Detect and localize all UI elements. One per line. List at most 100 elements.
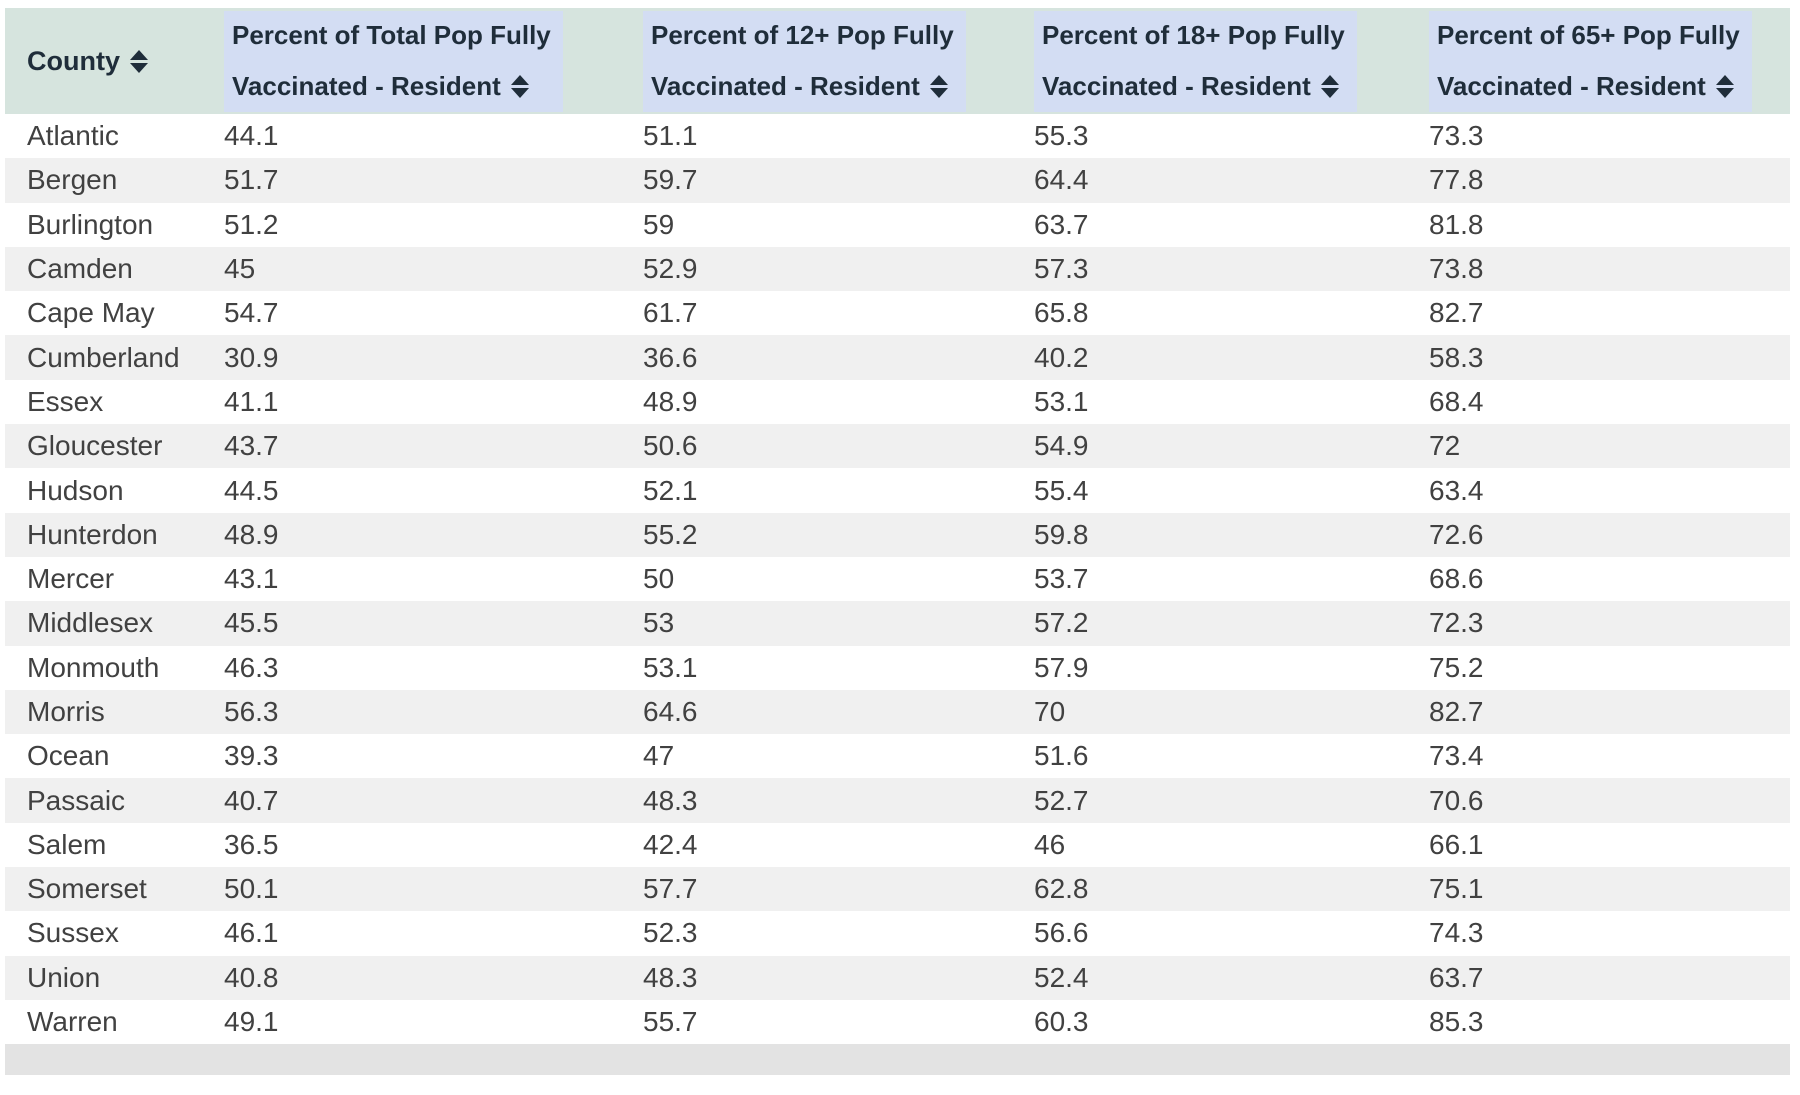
value-cell: 40.7 (224, 784, 279, 816)
county-cell: Hunterdon (27, 518, 158, 550)
column-header-total-pop[interactable]: Percent of Total Pop Fully Vaccinated - … (220, 8, 639, 114)
table-row: Cumberland 30.9 36.6 40.2 58.3 (5, 335, 1790, 380)
table-body: Atlantic 44.1 51.1 55.3 73.3 Bergen 51.7 59.7 64… (5, 114, 1790, 1045)
county-cell: Hudson (27, 474, 124, 506)
column-header-label-line2: Vaccinated - Resident (651, 70, 920, 101)
value-cell: 39.3 (224, 740, 279, 772)
value-cell: 81.8 (1429, 208, 1484, 240)
sort-updown-icon (1320, 74, 1339, 98)
header-row: County Percent of Total Pop Fully Vaccin… (5, 8, 1790, 114)
value-cell: 46 (1034, 828, 1066, 860)
value-cell: 56.3 (224, 696, 279, 727)
column-header-label-line1: Percent of 65+ Pop Fully (1437, 19, 1740, 50)
value-cell: 68.4 (1429, 385, 1484, 417)
column-header-18plus-pop[interactable]: Percent of 18+ Pop Fully Vaccinated - Re… (1030, 8, 1425, 114)
table-row: Passaic 40.7 48.3 52.7 70.6 (5, 778, 1790, 823)
value-cell: 59.8 (1034, 518, 1089, 550)
value-cell: 48.9 (643, 385, 698, 417)
value-cell: 57.9 (1034, 651, 1089, 683)
column-header-label-line2: Vaccinated - Resident (232, 70, 501, 101)
value-cell: 56.6 (1034, 917, 1089, 949)
table-row: Salem 36.5 42.4 46 66.1 (5, 822, 1790, 868)
value-cell: 57.3 (1034, 253, 1089, 285)
value-cell: 72 (1429, 430, 1461, 462)
value-cell: 73.3 (1429, 120, 1484, 152)
county-cell: Sussex (27, 917, 119, 949)
header-text-highlight: Percent of 65+ Pop Fully Vaccinated - Re… (1429, 10, 1752, 112)
sort-updown-icon (510, 74, 529, 98)
value-cell: 63.4 (1429, 474, 1484, 506)
table-row: Sussex 46.1 52.3 56.6 74.3 (5, 911, 1790, 956)
value-cell: 51.2 (224, 208, 279, 240)
value-cell: 55.7 (643, 1006, 698, 1038)
value-cell: 72.3 (1429, 607, 1484, 639)
header-text-highlight: Percent of Total Pop Fully Vaccinated - … (224, 10, 563, 112)
value-cell: 75.2 (1429, 651, 1484, 683)
value-cell: 64.6 (643, 696, 698, 727)
header-text-highlight: Percent of 12+ Pop Fully Vaccinated - Re… (643, 10, 966, 112)
column-header-label-line1: Percent of 12+ Pop Fully (651, 19, 954, 50)
value-cell: 85.3 (1429, 1006, 1484, 1038)
value-cell: 68.6 (1429, 563, 1484, 595)
table-row: Somerset 50.1 57.7 62.8 75.1 (5, 867, 1790, 912)
value-cell: 73.4 (1429, 740, 1484, 772)
value-cell: 42.4 (643, 828, 698, 860)
value-cell: 48.9 (224, 518, 279, 550)
column-header-12plus-pop[interactable]: Percent of 12+ Pop Fully Vaccinated - Re… (639, 8, 1030, 114)
value-cell: 52.4 (1034, 961, 1089, 993)
column-header-label: County (27, 45, 120, 76)
value-cell: 63.7 (1034, 208, 1089, 240)
value-cell: 51.1 (643, 120, 698, 152)
county-cell: Warren (27, 1006, 118, 1038)
header-text-highlight: Percent of 18+ Pop Fully Vaccinated - Re… (1034, 10, 1357, 112)
county-cell: Burlington (27, 208, 154, 240)
value-cell: 30.9 (224, 341, 279, 373)
column-header-label-line2: Vaccinated - Resident (1437, 70, 1706, 101)
value-cell: 57.7 (643, 873, 698, 905)
value-cell: 72.6 (1429, 518, 1484, 550)
value-cell: 63.7 (1429, 961, 1484, 993)
value-cell: 77.8 (1429, 164, 1484, 196)
value-cell: 49.1 (224, 1006, 279, 1038)
county-cell: Passaic (27, 784, 126, 816)
value-cell: 50 (643, 563, 675, 595)
value-cell: 70 (1034, 696, 1066, 727)
value-cell: 51.7 (224, 164, 279, 196)
sort-updown-icon (1715, 74, 1734, 98)
column-header-county[interactable]: County (5, 8, 220, 114)
value-cell: 74.3 (1429, 917, 1484, 949)
value-cell: 52.3 (643, 917, 698, 949)
value-cell: 52.9 (643, 253, 698, 285)
value-cell: 50.1 (224, 873, 279, 905)
table-row: Bergen 51.7 59.7 64.4 77.8 (5, 158, 1790, 203)
value-cell: 52.7 (1034, 784, 1089, 816)
value-cell: 43.1 (224, 563, 279, 595)
value-cell: 60.3 (1034, 1006, 1089, 1038)
column-header-label-line1: Percent of Total Pop Fully (232, 19, 551, 50)
value-cell: 53.7 (1034, 563, 1089, 595)
value-cell: 46.3 (224, 651, 279, 683)
sort-updown-icon (929, 74, 948, 98)
value-cell: 75.1 (1429, 873, 1484, 905)
value-cell: 48.3 (643, 784, 698, 816)
value-cell: 46.1 (224, 917, 279, 949)
county-cell: Bergen (27, 164, 118, 196)
county-cell: Middlesex (27, 607, 154, 639)
value-cell: 40.2 (1034, 341, 1089, 373)
table-row: Essex 41.1 48.9 53.1 68.4 (5, 379, 1790, 425)
value-cell: 53 (643, 607, 675, 639)
county-cell: Ocean (27, 740, 110, 772)
county-cell: Union (27, 961, 101, 993)
table-row: Camden 45 52.9 57.3 73.8 (5, 246, 1790, 292)
table-row: Middlesex 45.5 53 57.2 72.3 (5, 601, 1790, 646)
value-cell: 61.7 (643, 297, 698, 329)
value-cell: 65.8 (1034, 297, 1089, 329)
value-cell: 44.5 (224, 474, 279, 506)
county-cell: Essex (27, 385, 104, 417)
table-row: Cape May 54.7 61.7 65.8 82.7 (5, 291, 1790, 336)
value-cell: 52.1 (643, 474, 698, 506)
county-cell: Morris (27, 696, 105, 727)
column-header-65plus-pop[interactable]: Percent of 65+ Pop Fully Vaccinated - Re… (1425, 8, 1790, 114)
value-cell: 40.8 (224, 961, 279, 993)
value-cell: 44.1 (224, 120, 279, 152)
